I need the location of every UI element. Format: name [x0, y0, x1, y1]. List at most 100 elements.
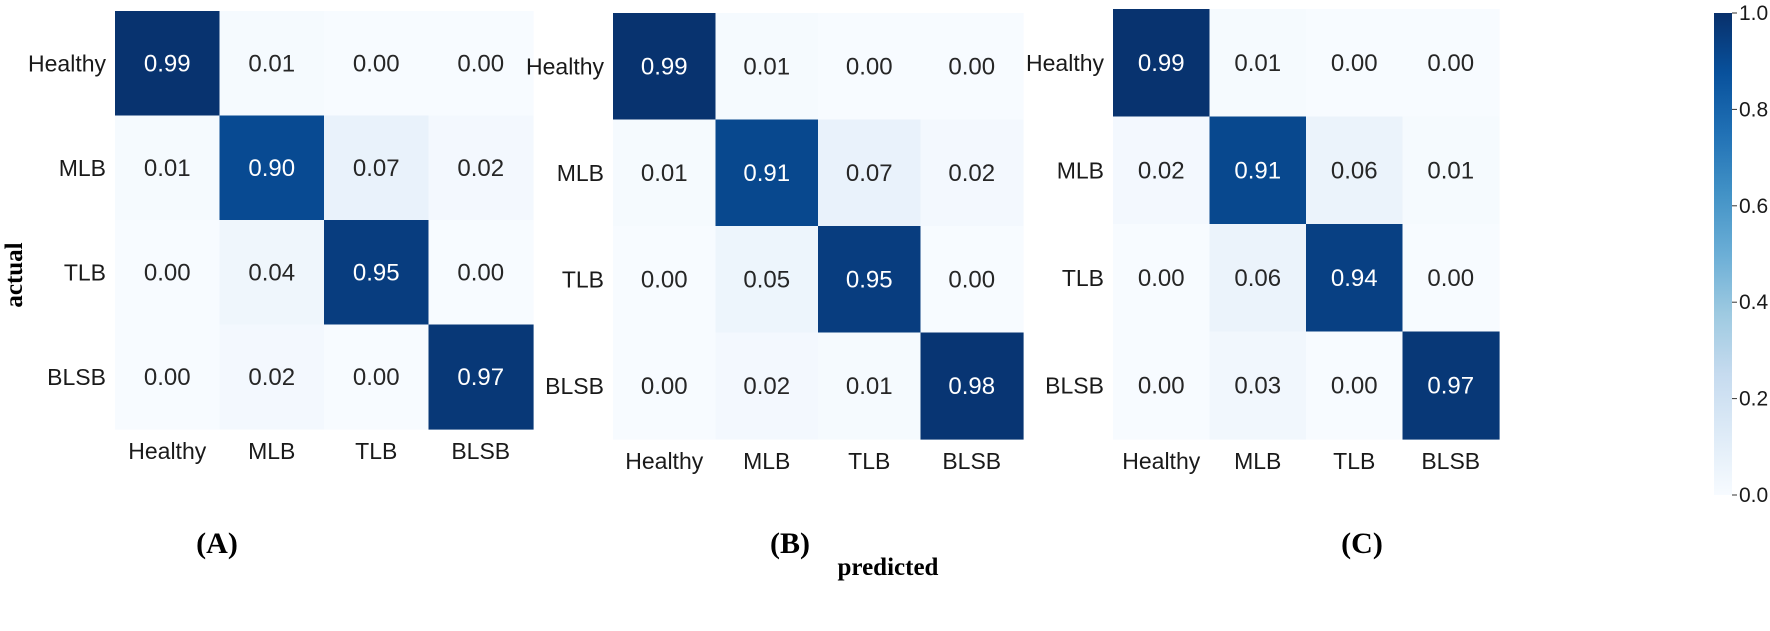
cell-value-label: 0.06 [1234, 265, 1281, 292]
heatmap-cell [1306, 9, 1404, 118]
cell-value-label: 0.00 [144, 364, 191, 391]
column-tick-label: Healthy [1122, 448, 1200, 474]
heatmap-cell [428, 115, 534, 221]
heatmap-cell [219, 220, 325, 326]
heatmap-cell [818, 226, 922, 334]
confusion-matrix-panel: 0.99 0.01 0.00 0.00 0.02 0.91 0.06 0.01 0.00 0.06… [1026, 9, 1500, 560]
heatmap-cell [219, 324, 325, 430]
row-tick-label: Healthy [526, 53, 604, 79]
colorbar-tick-label: 0.6 [1739, 195, 1768, 218]
column-tick-label: MLB [1234, 448, 1281, 474]
cell-value-label: 0.00 [353, 50, 400, 77]
y-axis-title: actual [1, 242, 28, 307]
cell-value-label: 0.00 [353, 364, 400, 391]
panel-label: (B) [770, 527, 810, 560]
heatmap-cell [920, 332, 1024, 440]
cell-value-label: 0.02 [948, 160, 995, 187]
colorbar-tick-label: 0.2 [1739, 388, 1768, 411]
cell-value-label: 0.01 [248, 50, 295, 77]
row-tick-label: MLB [59, 155, 106, 181]
heatmap-cell [115, 324, 221, 430]
heatmap-cell [1306, 331, 1404, 440]
heatmap-cell [613, 226, 717, 334]
cell-value-label: 0.00 [1331, 50, 1378, 77]
heatmap-cell [1209, 116, 1307, 225]
cell-value-label: 0.91 [743, 160, 790, 187]
colorbar-tick-label: 0.4 [1739, 291, 1769, 314]
heatmap-cell [1402, 331, 1500, 440]
heatmap-cell [818, 119, 922, 227]
cell-value-label: 0.00 [1138, 265, 1185, 292]
cell-value-label: 0.01 [743, 53, 790, 80]
x-axis-title: predicted [838, 554, 939, 581]
heatmap-cell [715, 119, 819, 227]
cell-value-label: 0.91 [1234, 157, 1281, 184]
heatmap-cell [818, 13, 922, 121]
cell-value-label: 0.00 [457, 50, 504, 77]
heatmap-cell [613, 332, 717, 440]
heatmap-cell [324, 115, 430, 221]
cell-value-label: 0.04 [248, 259, 295, 286]
cell-value-label: 0.07 [353, 155, 400, 182]
colorbar-gradient [1714, 13, 1732, 495]
heatmap-cell [1113, 116, 1211, 225]
heatmap-cell [1113, 331, 1211, 440]
heatmap-cell [715, 226, 819, 334]
row-tick-label: BLSB [1045, 372, 1104, 398]
cell-value-label: 0.02 [248, 364, 295, 391]
column-tick-label: BLSB [1421, 448, 1480, 474]
cell-value-label: 0.95 [846, 266, 893, 293]
colorbar-tick-label: 0.8 [1739, 98, 1768, 121]
cell-value-label: 0.02 [457, 155, 504, 182]
confusion-matrix-panel: 0.99 0.01 0.00 0.00 0.01 0.90 0.07 0.02 0.00 0.04… [28, 11, 534, 560]
heatmap-cell [115, 220, 221, 326]
row-tick-label: MLB [1057, 157, 1104, 183]
cell-value-label: 0.01 [641, 160, 688, 187]
row-tick-label: TLB [1062, 265, 1104, 291]
column-tick-label: TLB [1333, 448, 1375, 474]
heatmap-cell [219, 115, 325, 221]
colorbar: 0.0 0.2 0.4 0.6 0.8 1.0 [1714, 2, 1769, 507]
heatmap-cell [1113, 9, 1211, 118]
heatmap-cell [115, 11, 221, 117]
cell-value-label: 0.03 [1234, 372, 1281, 399]
column-tick-label: MLB [743, 448, 790, 474]
cell-value-label: 0.98 [948, 373, 995, 400]
confusion-matrix-panel: 0.99 0.01 0.00 0.00 0.01 0.91 0.07 0.02 0.00 0.05… [526, 13, 1024, 560]
cell-value-label: 0.97 [457, 364, 504, 391]
cell-value-label: 0.01 [1234, 50, 1281, 77]
heatmap-cell [715, 332, 819, 440]
cell-value-label: 0.07 [846, 160, 893, 187]
column-tick-label: BLSB [942, 448, 1001, 474]
heatmap-cell [1402, 116, 1500, 225]
column-tick-label: TLB [848, 448, 890, 474]
colorbar-tick-label: 1.0 [1739, 2, 1768, 25]
heatmap-cell [324, 220, 430, 326]
cell-value-label: 0.90 [248, 155, 295, 182]
row-tick-label: BLSB [47, 364, 106, 390]
cell-value-label: 0.00 [1331, 372, 1378, 399]
cell-value-label: 0.00 [641, 266, 688, 293]
column-tick-label: Healthy [625, 448, 703, 474]
heatmap-cell [920, 13, 1024, 121]
heatmap-cell [1209, 9, 1307, 118]
heatmap-cell [219, 11, 325, 117]
cell-value-label: 0.06 [1331, 157, 1378, 184]
column-tick-label: TLB [355, 438, 397, 464]
heatmap-cell [1209, 224, 1307, 333]
column-tick-label: BLSB [451, 438, 510, 464]
cell-value-label: 0.95 [353, 259, 400, 286]
panel-label: (C) [1341, 527, 1383, 560]
heatmap-cell [1402, 224, 1500, 333]
cell-value-label: 0.00 [1427, 265, 1474, 292]
row-tick-label: Healthy [1026, 50, 1104, 76]
cell-value-label: 0.00 [144, 259, 191, 286]
cell-value-label: 0.02 [1138, 157, 1185, 184]
cell-value-label: 0.97 [1427, 372, 1474, 399]
cell-value-label: 0.99 [1138, 50, 1185, 77]
cell-value-label: 0.00 [457, 259, 504, 286]
heatmap-cell [818, 332, 922, 440]
cell-value-label: 0.99 [641, 53, 688, 80]
cell-value-label: 0.00 [1138, 372, 1185, 399]
